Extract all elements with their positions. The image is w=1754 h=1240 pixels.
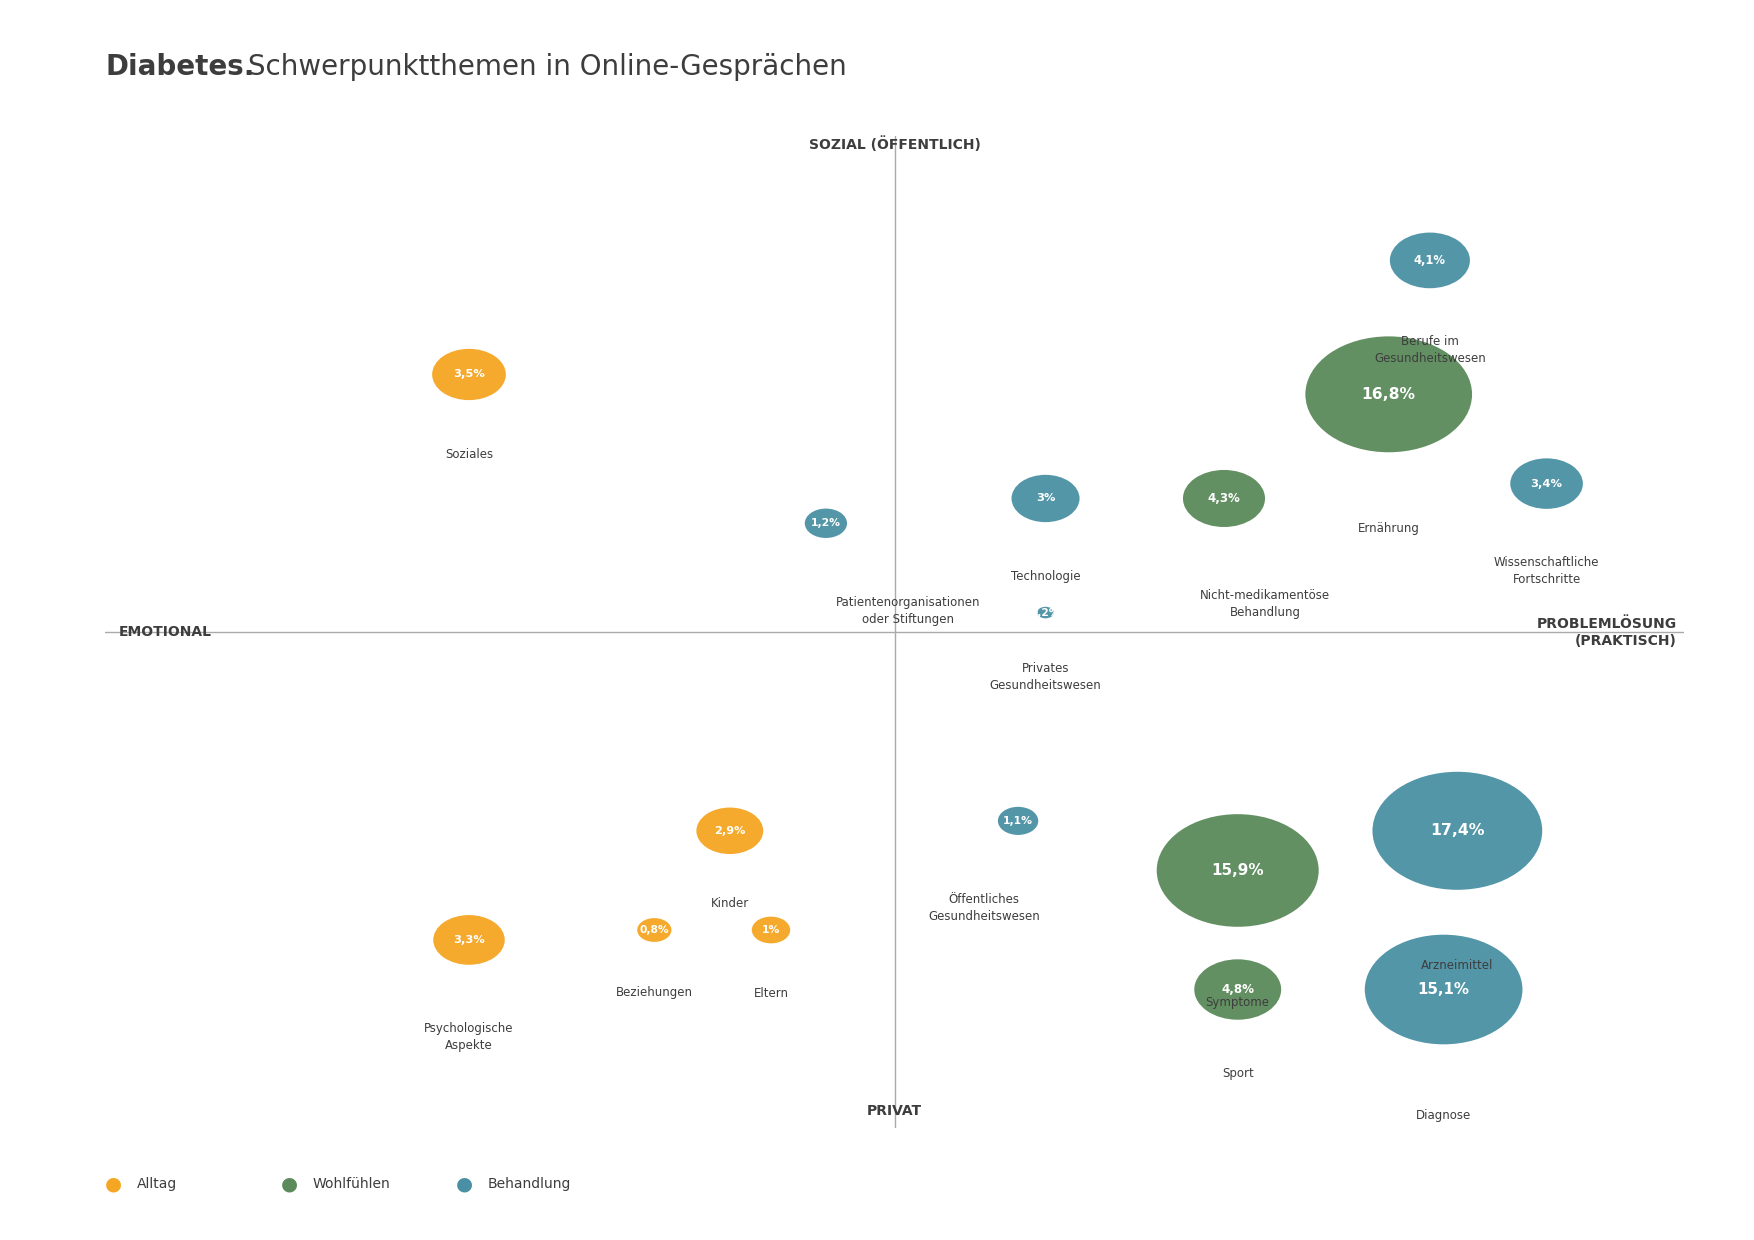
Text: Arzneimittel: Arzneimittel [1421,960,1494,972]
Text: 3%: 3% [1037,494,1056,503]
Ellipse shape [1510,459,1582,508]
Text: 0,8%: 0,8% [640,925,668,935]
Text: Sport: Sport [1223,1066,1254,1080]
Text: Berufe im
Gesundheitswesen: Berufe im Gesundheitswesen [1373,336,1486,366]
Ellipse shape [1012,475,1079,522]
Text: 15,9%: 15,9% [1212,863,1265,878]
Text: 17,4%: 17,4% [1430,823,1484,838]
Ellipse shape [998,807,1038,835]
Text: 3,4%: 3,4% [1531,479,1563,489]
Ellipse shape [1372,771,1542,890]
Ellipse shape [696,807,763,854]
Text: 1%: 1% [761,925,781,935]
Text: Kinder: Kinder [710,897,749,910]
Ellipse shape [752,916,791,944]
Text: PROBLEMLÖSUNG
(PRAKTISCH): PROBLEMLÖSUNG (PRAKTISCH) [1537,618,1677,647]
Text: 15,1%: 15,1% [1417,982,1470,997]
Ellipse shape [433,915,505,965]
Text: Behandlung: Behandlung [488,1177,572,1192]
Ellipse shape [1156,815,1319,926]
Text: Technologie: Technologie [1010,569,1080,583]
Text: ●: ● [456,1174,474,1194]
Text: 3,3%: 3,3% [453,935,484,945]
Text: ●: ● [281,1174,298,1194]
Text: Wohlfühlen: Wohlfühlen [312,1177,389,1192]
Text: Diabetes.: Diabetes. [105,52,254,81]
Text: 1,2%: 1,2% [810,518,840,528]
Text: ●: ● [105,1174,123,1194]
Ellipse shape [431,348,505,401]
Ellipse shape [1182,470,1265,527]
Text: 0,2%: 0,2% [1031,608,1059,618]
Text: Psychologische
Aspekte: Psychologische Aspekte [424,1022,514,1053]
Ellipse shape [1305,336,1472,453]
Text: 4,1%: 4,1% [1414,254,1445,267]
Text: Schwerpunktthemen in Online-Gesprächen: Schwerpunktthemen in Online-Gesprächen [239,52,845,81]
Text: 4,3%: 4,3% [1207,492,1240,505]
Text: Patientenorganisationen
oder Stiftungen: Patientenorganisationen oder Stiftungen [837,596,980,626]
Text: 4,8%: 4,8% [1221,983,1254,996]
Text: Öffentliches
Gesundheitswesen: Öffentliches Gesundheitswesen [928,893,1040,924]
Text: 16,8%: 16,8% [1361,387,1415,402]
Ellipse shape [1389,233,1470,288]
Text: Alltag: Alltag [137,1177,177,1192]
Ellipse shape [1365,935,1522,1044]
Ellipse shape [1037,606,1054,619]
Text: 3,5%: 3,5% [453,370,484,379]
Text: Soziales: Soziales [446,448,493,460]
Text: PRIVAT: PRIVAT [866,1105,923,1118]
Text: SOZIAL (ÖFFENTLICH): SOZIAL (ÖFFENTLICH) [809,136,980,153]
Ellipse shape [805,508,847,538]
Text: Privates
Gesundheitswesen: Privates Gesundheitswesen [989,662,1102,692]
Text: 1,1%: 1,1% [1003,816,1033,826]
Text: 2,9%: 2,9% [714,826,745,836]
Text: Eltern: Eltern [754,987,789,999]
Ellipse shape [1194,960,1280,1019]
Text: EMOTIONAL: EMOTIONAL [119,625,212,640]
Text: Wissenschaftliche
Fortschritte: Wissenschaftliche Fortschritte [1494,557,1600,587]
Text: Ernährung: Ernährung [1358,522,1419,534]
Ellipse shape [637,918,672,942]
Text: Nicht-medikamentöse
Behandlung: Nicht-medikamentöse Behandlung [1200,589,1330,619]
Text: Diagnose: Diagnose [1415,1109,1472,1122]
Text: Beziehungen: Beziehungen [616,986,693,998]
Text: Symptome: Symptome [1205,997,1270,1009]
